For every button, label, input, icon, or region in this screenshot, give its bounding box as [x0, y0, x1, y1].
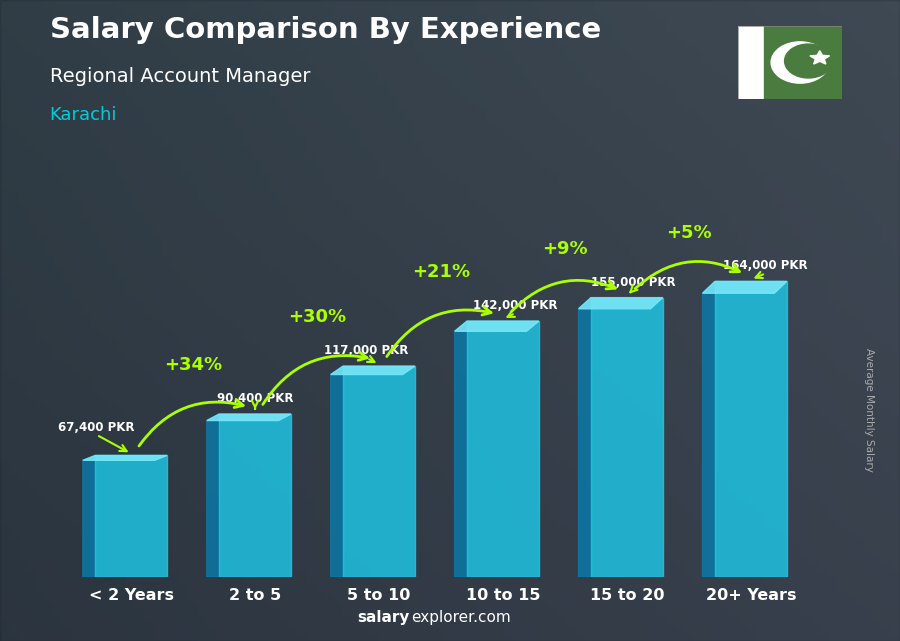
Polygon shape [579, 297, 591, 577]
Bar [220, 414, 291, 577]
Circle shape [785, 44, 832, 78]
Text: +21%: +21% [412, 263, 470, 281]
Polygon shape [810, 51, 830, 64]
Polygon shape [703, 281, 715, 577]
Text: salary: salary [357, 610, 410, 625]
Text: Karachi: Karachi [50, 106, 117, 124]
Circle shape [771, 42, 829, 83]
Bar [764, 26, 842, 99]
Bar [343, 366, 415, 577]
Text: +30%: +30% [288, 308, 346, 326]
Polygon shape [454, 321, 467, 577]
Text: Salary Comparison By Experience: Salary Comparison By Experience [50, 16, 601, 44]
Polygon shape [579, 297, 662, 309]
Text: +9%: +9% [542, 240, 588, 258]
Text: +5%: +5% [666, 224, 712, 242]
Bar [738, 26, 764, 99]
Text: 90,400 PKR: 90,400 PKR [217, 392, 293, 405]
Polygon shape [330, 366, 415, 374]
Text: 117,000 PKR: 117,000 PKR [325, 344, 409, 357]
Bar [95, 456, 167, 577]
Bar [715, 281, 787, 577]
Text: explorer.com: explorer.com [411, 610, 511, 625]
Text: Regional Account Manager: Regional Account Manager [50, 67, 310, 87]
Polygon shape [207, 414, 220, 577]
Text: 67,400 PKR: 67,400 PKR [58, 421, 135, 434]
Polygon shape [83, 456, 95, 577]
Text: +34%: +34% [164, 356, 222, 374]
Polygon shape [454, 321, 539, 331]
Bar [591, 297, 662, 577]
Polygon shape [83, 456, 167, 460]
Text: 142,000 PKR: 142,000 PKR [473, 299, 558, 312]
Polygon shape [703, 281, 787, 293]
Text: 155,000 PKR: 155,000 PKR [590, 276, 675, 288]
Polygon shape [330, 366, 343, 577]
Text: Average Monthly Salary: Average Monthly Salary [863, 348, 874, 472]
Bar [467, 321, 539, 577]
Polygon shape [207, 414, 291, 420]
Text: 164,000 PKR: 164,000 PKR [724, 260, 808, 272]
